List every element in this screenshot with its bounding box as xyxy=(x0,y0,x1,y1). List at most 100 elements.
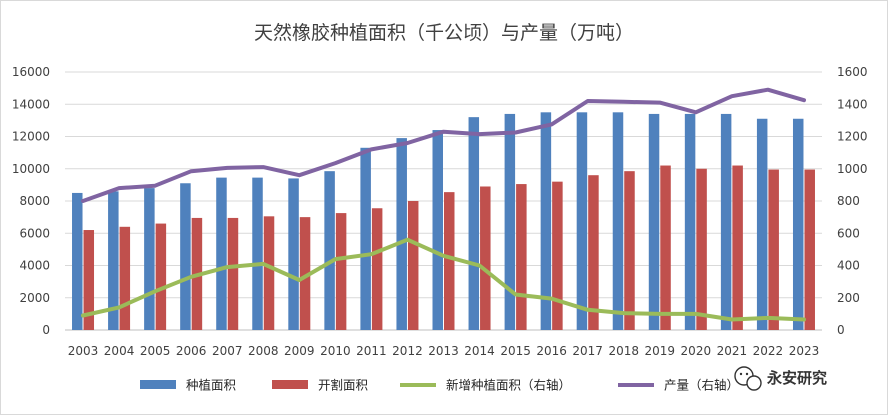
x-tick-label: 2015 xyxy=(500,344,531,358)
line-new-planting xyxy=(81,237,806,322)
bar-tapped-area xyxy=(732,165,743,330)
y-right-tick-label: 0 xyxy=(837,323,845,337)
bar-planted-area xyxy=(648,113,660,330)
x-tick-label: 2012 xyxy=(392,344,423,358)
bar-tapped-area xyxy=(299,217,311,330)
bar-tapped-area xyxy=(227,217,239,330)
bar-planted-area xyxy=(396,138,407,330)
x-tick-label: 2019 xyxy=(645,344,676,358)
y-right-tick-label: 1200 xyxy=(837,130,868,144)
y-left-tick-label: 4000 xyxy=(19,259,50,273)
y-left-tick-label: 12000 xyxy=(12,130,50,144)
bar-planted-area xyxy=(612,112,624,330)
x-tick-label: 2021 xyxy=(717,344,748,358)
bar-tapped-area xyxy=(696,168,707,330)
bar-tapped-area xyxy=(407,201,419,330)
bar-tapped-area xyxy=(768,169,779,330)
lines xyxy=(81,87,806,322)
y-left-tick-label: 10000 xyxy=(12,162,50,176)
bar-planted-area xyxy=(324,171,335,330)
bar-tapped-area xyxy=(660,165,671,330)
y-right-tick-label: 1600 xyxy=(837,65,868,79)
x-tick-label: 2022 xyxy=(753,344,784,358)
x-tick-label: 2004 xyxy=(104,344,135,358)
x-axis: 2003 2004 2005 2006 2007 2008 2009 2010 2011 2012… xyxy=(68,344,819,358)
bar-planted-area xyxy=(468,117,480,331)
line-output xyxy=(81,87,806,203)
x-tick-label: 2010 xyxy=(320,344,351,358)
y-left-tick-label: 6000 xyxy=(19,226,50,240)
bar-tapped-area xyxy=(155,223,167,330)
bar-planted-area xyxy=(72,192,83,330)
bar-tapped-area xyxy=(516,184,527,330)
x-tick-label: 2005 xyxy=(140,344,171,358)
y-right-tick-label: 1400 xyxy=(837,97,868,111)
watermark: 永安研究 xyxy=(734,366,827,391)
bar-tapped-area xyxy=(444,192,455,330)
bar-planted-area xyxy=(576,112,588,330)
bar-tapped-area xyxy=(263,216,275,330)
y-right-tick-label: 600 xyxy=(837,226,860,240)
gridlines xyxy=(65,71,822,331)
y-right-tick-label: 800 xyxy=(837,194,860,208)
bar-tapped-area xyxy=(83,230,95,330)
bar-tapped-area xyxy=(335,213,347,330)
legend-label: 开割面积 xyxy=(318,378,368,393)
bar-planted-area xyxy=(360,147,371,330)
y-left-tick-label: 0 xyxy=(42,323,50,337)
watermark-text: 永安研究 xyxy=(766,369,827,387)
bar-planted-area xyxy=(252,177,263,330)
bar-planted-area xyxy=(432,130,443,330)
bar-tapped-area xyxy=(119,226,131,330)
bar-tapped-area xyxy=(588,175,599,330)
bar-tapped-area xyxy=(624,171,635,330)
y-left-tick-label: 2000 xyxy=(19,291,50,305)
x-tick-label: 2003 xyxy=(68,344,99,358)
x-tick-label: 2013 xyxy=(428,344,459,358)
x-tick-label: 2011 xyxy=(356,344,387,358)
x-tick-label: 2014 xyxy=(464,344,495,358)
bar-tapped-area xyxy=(552,181,563,330)
bar-planted-area xyxy=(144,188,155,330)
bar-planted-area xyxy=(720,113,732,330)
legend: 种植面积 开割面积 新增种植面积（右轴） 产量（右轴） xyxy=(140,378,739,393)
y-right-tick-label: 400 xyxy=(837,259,860,273)
wechat-icon xyxy=(734,366,762,391)
bar-planted-area xyxy=(756,118,768,330)
legend-swatch xyxy=(272,380,308,389)
bar-planted-area xyxy=(180,183,191,330)
bar-planted-area xyxy=(792,118,804,330)
y-axis-left: 0 2000 4000 6000 8000 10000 12000 14000 16000 xyxy=(12,65,50,337)
bar-planted-area xyxy=(540,112,552,330)
x-tick-label: 2020 xyxy=(681,344,712,358)
y-right-tick-label: 200 xyxy=(837,291,860,305)
bar-planted-area xyxy=(288,178,299,330)
x-tick-label: 2017 xyxy=(572,344,603,358)
y-left-tick-label: 14000 xyxy=(12,97,50,111)
legend-label: 产量（右轴） xyxy=(664,378,739,393)
y-axis-right: 0 200 400 600 800 1000 1200 1400 1600 xyxy=(837,65,868,337)
bar-planted-area xyxy=(684,113,696,330)
bar-tapped-area xyxy=(371,208,383,330)
x-tick-label: 2006 xyxy=(176,344,207,358)
y-left-tick-label: 8000 xyxy=(19,194,50,208)
bar-tapped-area xyxy=(480,186,491,330)
x-tick-label: 2023 xyxy=(789,344,820,358)
x-tick-label: 2009 xyxy=(284,344,315,358)
x-tick-label: 2018 xyxy=(608,344,639,358)
legend-swatch xyxy=(140,380,176,389)
legend-label: 新增种植面积（右轴） xyxy=(446,378,571,393)
bar-tapped-area xyxy=(804,169,815,330)
bar-planted-area xyxy=(504,113,516,330)
y-right-tick-label: 1000 xyxy=(837,162,868,176)
bar-planted-area xyxy=(216,177,227,330)
bar-planted-area xyxy=(108,191,119,330)
x-tick-label: 2016 xyxy=(536,344,567,358)
chart-title: 天然橡胶种植面积（千公顷）与产量（万吨） xyxy=(254,22,634,44)
y-left-tick-label: 16000 xyxy=(12,65,50,79)
legend-label: 种植面积 xyxy=(186,378,236,393)
bars xyxy=(72,112,815,331)
x-tick-label: 2008 xyxy=(248,344,279,358)
x-tick-label: 2007 xyxy=(212,344,243,358)
